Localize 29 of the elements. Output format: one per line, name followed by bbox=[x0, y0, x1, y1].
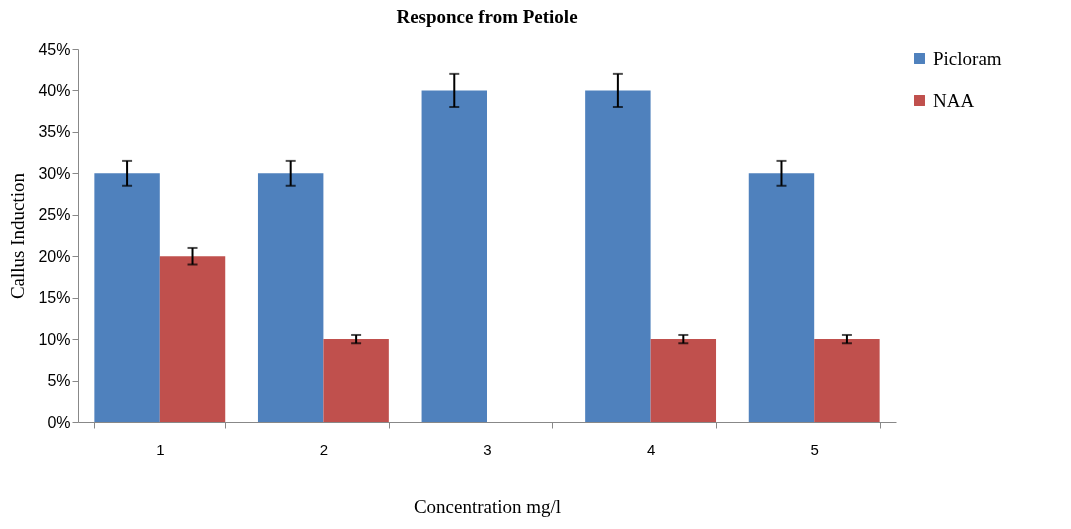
x-tick-label: 2 bbox=[319, 440, 329, 458]
bar bbox=[814, 339, 880, 422]
x-tick-label: 4 bbox=[646, 440, 656, 458]
y-tick-label: 15% bbox=[38, 289, 71, 307]
y-tick-label: 20% bbox=[38, 247, 71, 265]
bar bbox=[94, 173, 160, 422]
y-tick-label: 30% bbox=[38, 164, 71, 182]
chart-title: Responce from Petiole bbox=[396, 6, 578, 27]
y-tick-label: 0% bbox=[47, 413, 71, 431]
y-axis-title: Callus Induction bbox=[7, 172, 29, 300]
y-tick-label: 45% bbox=[38, 40, 71, 58]
bar bbox=[159, 256, 226, 422]
bar bbox=[421, 90, 487, 422]
bar bbox=[650, 339, 717, 422]
y-tick-label: 5% bbox=[47, 372, 71, 390]
y-tick-label: 25% bbox=[38, 206, 71, 224]
x-tick-label: 5 bbox=[810, 440, 819, 458]
y-tick-label: 40% bbox=[38, 81, 71, 99]
x-tick-label: 1 bbox=[156, 440, 165, 458]
x-tick-label: 3 bbox=[483, 440, 492, 458]
y-tick-label: 35% bbox=[38, 123, 71, 141]
bar bbox=[585, 90, 651, 422]
bar bbox=[748, 173, 815, 422]
bar bbox=[323, 339, 389, 422]
legend-label: Picloram bbox=[933, 47, 1002, 69]
y-tick-label: 10% bbox=[38, 330, 71, 348]
x-axis-title: Concentration mg/l bbox=[413, 495, 562, 517]
legend-label: NAA bbox=[933, 89, 975, 111]
bar bbox=[257, 173, 324, 422]
